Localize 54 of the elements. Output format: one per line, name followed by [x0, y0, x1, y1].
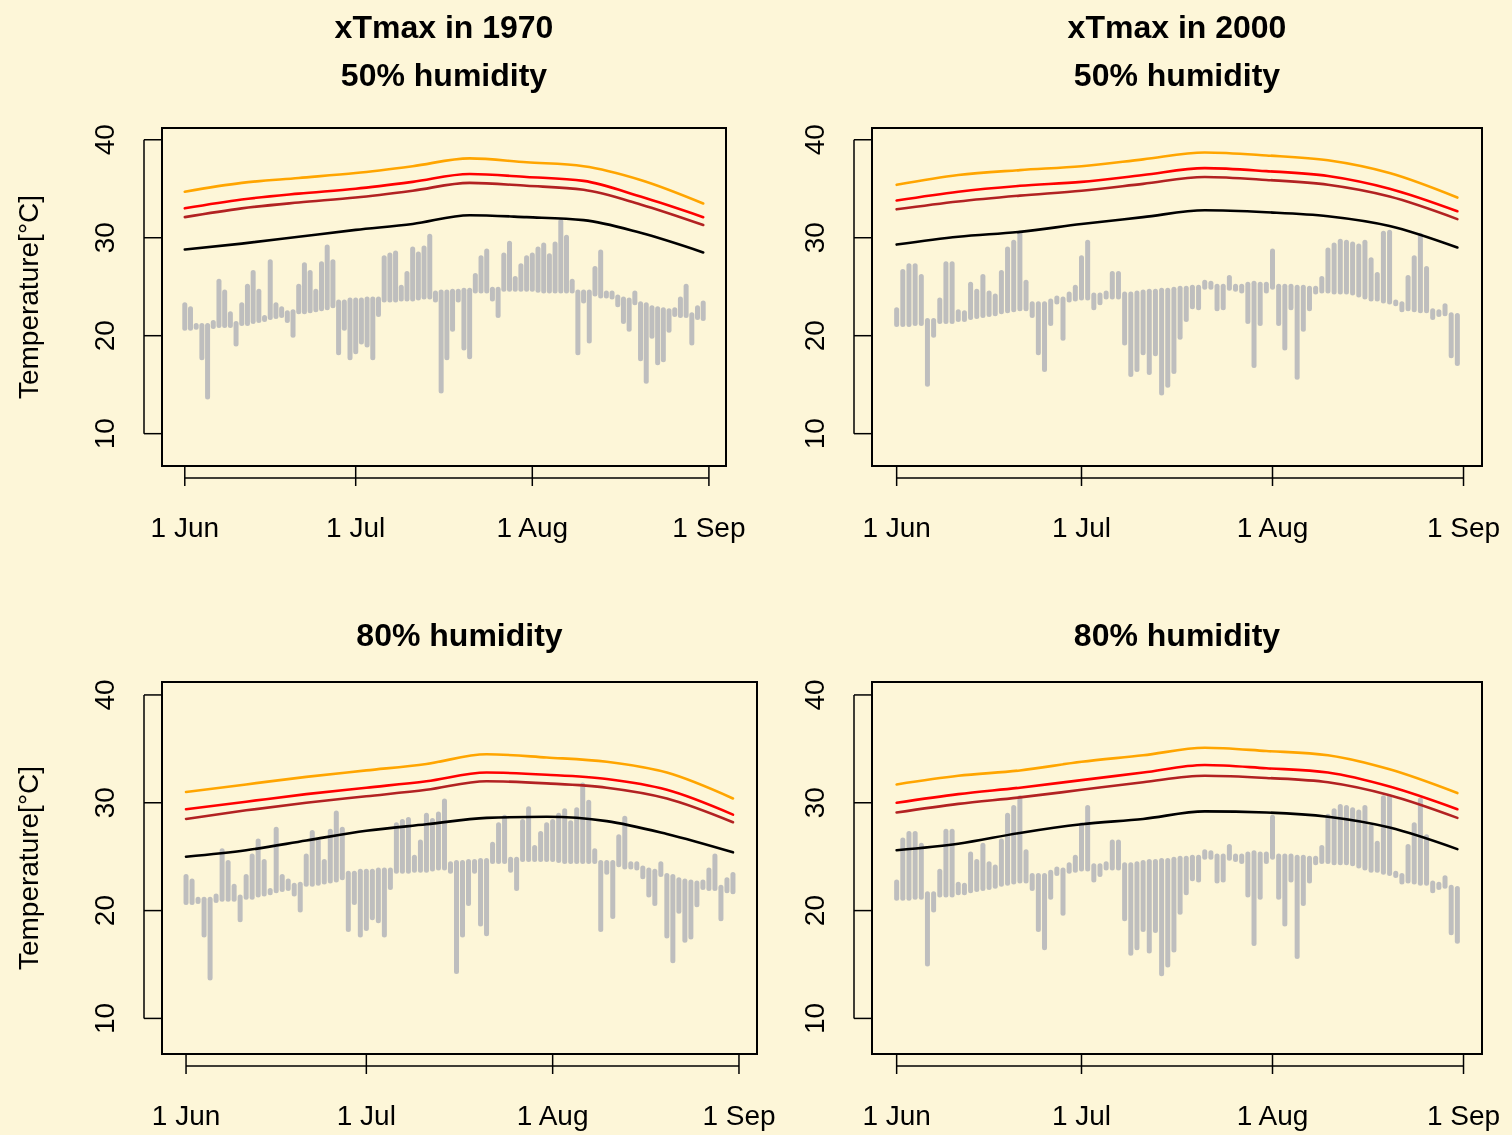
x-tick-label: 1 Aug [516, 1100, 589, 1131]
x-tick-label: 1 Jun [150, 512, 220, 543]
y-tick-label: 30 [89, 787, 120, 819]
y-tick-label: 30 [89, 222, 120, 254]
y-tick-label: 20 [799, 320, 830, 352]
line-series [895, 209, 1459, 249]
line-series [183, 157, 705, 205]
y-tick-label: 20 [89, 895, 120, 927]
x-tick-label: 1 Sep [672, 512, 746, 543]
chart-title: 80% humidity [356, 617, 563, 653]
x-tick-label: 1 Jul [1051, 512, 1112, 543]
line-series [895, 810, 1459, 852]
x-tick-label: 1 Aug [1236, 1100, 1309, 1131]
y-tick-label: 40 [89, 679, 120, 711]
line-series [184, 779, 735, 824]
chart-title: xTmax in 2000 50% humidity [1067, 9, 1287, 93]
x-tick-label: 1 Jul [336, 1100, 396, 1131]
y-tick-label: 10 [799, 418, 830, 450]
y-tick-label: 40 [799, 679, 830, 711]
x-tick-label: 1 Aug [1236, 512, 1309, 543]
x-tick-label: 1 Aug [496, 512, 569, 543]
line-series [895, 746, 1459, 795]
line-series [184, 815, 735, 858]
y-tick-label: 10 [89, 418, 120, 450]
y-tick-label: 30 [799, 222, 830, 254]
y-tick-label: 10 [89, 1002, 120, 1034]
y-tick-label: 10 [799, 1002, 830, 1034]
line-series [895, 151, 1459, 199]
x-tick-label: 1 Jun [862, 1100, 931, 1131]
x-tick-label: 1 Sep [702, 1100, 776, 1131]
x-tick-label: 1 Jul [326, 512, 386, 543]
x-tick-label: 1 Jun [862, 512, 931, 543]
line-series [895, 166, 1459, 213]
line-series [183, 172, 705, 219]
x-tick-label: 1 Sep [1426, 512, 1501, 543]
y-axis-title: Temperature[°C] [13, 765, 44, 971]
y-tick-label: 40 [799, 124, 830, 156]
line-series [895, 763, 1459, 811]
line-series [183, 181, 705, 227]
line-series [184, 771, 735, 816]
x-tick-label: 1 Jul [1051, 1100, 1112, 1131]
y-tick-label: 40 [89, 124, 120, 156]
y-tick-label: 20 [89, 320, 120, 352]
line-series [183, 213, 705, 254]
y-tick-label: 20 [799, 895, 830, 927]
x-tick-label: 1 Jun [151, 1100, 221, 1131]
y-tick-label: 30 [799, 787, 830, 819]
line-series [895, 175, 1459, 221]
line-series [184, 752, 735, 800]
chart-title: 80% humidity [1073, 617, 1281, 653]
chart-title: xTmax in 1970 50% humidity [334, 9, 554, 93]
y-axis-title: Temperature[°C] [13, 194, 44, 400]
line-series [895, 774, 1459, 820]
x-tick-label: 1 Sep [1426, 1100, 1501, 1131]
